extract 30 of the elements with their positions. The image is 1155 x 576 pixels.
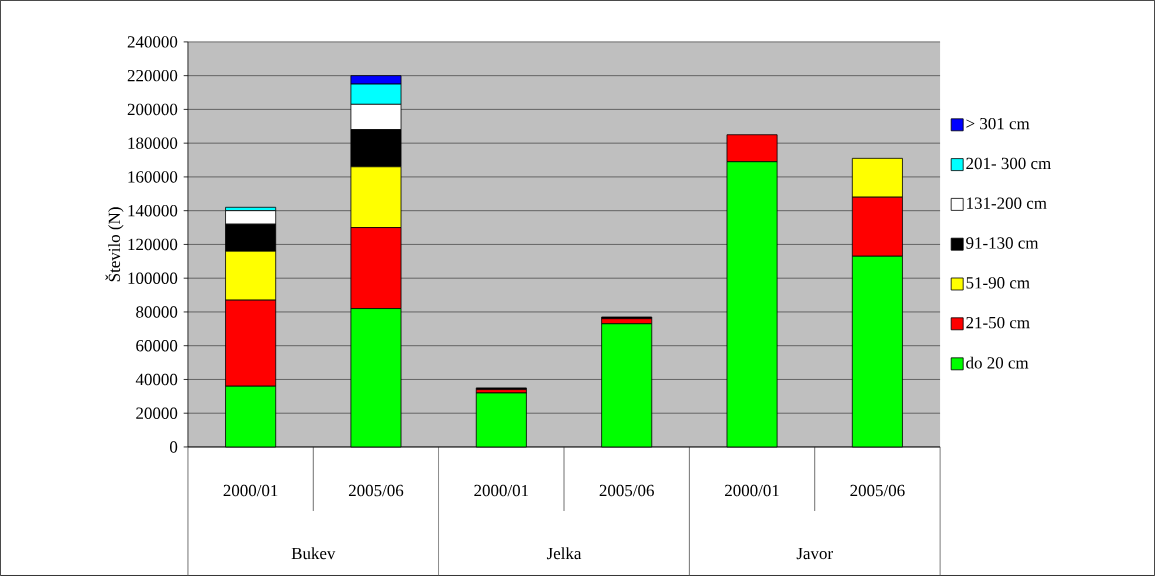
- x-tick-label: 2000/01: [223, 484, 278, 497]
- legend-label: > 301 cm: [966, 117, 1030, 130]
- y-tick-label: 160000: [128, 171, 178, 183]
- y-tick-label: 0: [170, 441, 178, 453]
- y-tick-label: 100000: [128, 272, 178, 284]
- y-axis-title: Število (N): [105, 207, 124, 281]
- y-tick-label: 180000: [128, 137, 178, 149]
- text: Javor: [796, 547, 833, 559]
- x-tick-label: 2000/01: [474, 484, 529, 497]
- text: Bukev: [291, 547, 336, 559]
- y-tick-label: 120000: [128, 238, 178, 250]
- legend-label: do 20 cm: [966, 356, 1029, 369]
- y-tick-label: 20000: [136, 407, 178, 419]
- x-tick-label: 2000/01: [725, 484, 779, 497]
- y-tick-label: 80000: [136, 306, 178, 318]
- x-tick-label: 2005/06: [599, 484, 654, 497]
- y-tick-label: 220000: [127, 69, 178, 82]
- x-tick-label: 2005/06: [850, 484, 905, 497]
- y-tick-label: 60000: [136, 339, 178, 352]
- y-tick-label: 140000: [128, 204, 178, 217]
- y-tick-label: 240000: [127, 35, 178, 48]
- y-tick-label: 200000: [127, 103, 178, 115]
- legend-label: 21-50 cm: [966, 316, 1030, 329]
- legend-label: 91-130 cm: [966, 237, 1039, 249]
- x-tick-label: 2005/06: [348, 484, 404, 497]
- legend-label: 51-90 cm: [966, 276, 1030, 289]
- text: Jelka: [546, 547, 582, 559]
- legend-label: 131-200 cm: [967, 197, 1047, 209]
- y-tick-label: 40000: [135, 373, 178, 385]
- legend-label: 201- 300 cm: [966, 157, 1051, 169]
